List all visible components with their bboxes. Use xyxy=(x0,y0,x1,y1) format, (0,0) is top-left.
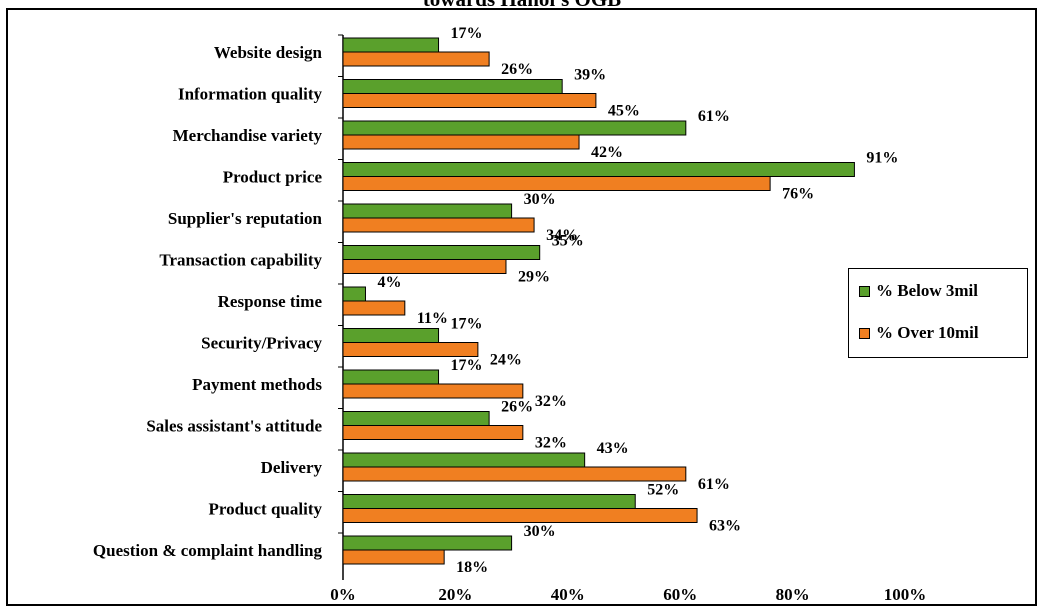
data-label-over-10mil: 61% xyxy=(698,476,730,493)
x-tick-label: 20% xyxy=(438,585,472,604)
category-label: Security/Privacy xyxy=(201,334,322,353)
data-label-below-3mil: 30% xyxy=(524,523,556,540)
x-tick-label: 0% xyxy=(330,585,356,604)
x-tick-label: 60% xyxy=(663,585,697,604)
data-label-below-3mil: 26% xyxy=(501,399,533,416)
category-label: Information quality xyxy=(178,85,323,104)
bar-below-3mil xyxy=(342,37,440,53)
data-label-over-10mil: 32% xyxy=(535,393,567,410)
data-label-below-3mil: 91% xyxy=(866,150,898,167)
bar-over-10mil xyxy=(342,134,580,150)
data-label-over-10mil: 26% xyxy=(501,61,533,78)
bar-below-3mil xyxy=(342,286,366,302)
data-label-over-10mil: 24% xyxy=(490,352,522,369)
data-label-below-3mil: 39% xyxy=(574,67,606,84)
bar-below-3mil xyxy=(342,120,687,136)
category-label: Sales assistant's attitude xyxy=(146,417,322,436)
bar-over-10mil xyxy=(342,342,479,357)
bar-below-3mil xyxy=(342,535,513,551)
category-label: Question & complaint handling xyxy=(93,541,323,560)
bar-over-10mil xyxy=(342,176,771,191)
bar-over-10mil xyxy=(342,383,524,399)
x-tick-label: 40% xyxy=(551,585,585,604)
legend-item-series-2: % Over 10mil xyxy=(859,323,979,343)
bar-below-3mil xyxy=(342,494,636,509)
data-label-below-3mil: 17% xyxy=(451,25,483,42)
bar-below-3mil xyxy=(342,369,440,385)
bar-below-3mil xyxy=(342,411,490,426)
bar-over-10mil xyxy=(342,300,406,316)
bar-below-3mil xyxy=(342,245,541,260)
chart-title-area: towards Hanoi's OGB xyxy=(0,0,1044,8)
chart-legend: % Below 3mil % Over 10mil xyxy=(848,268,1028,358)
bar-below-3mil xyxy=(342,79,563,94)
data-label-over-10mil: 63% xyxy=(709,518,741,535)
data-label-over-10mil: 18% xyxy=(456,559,488,576)
chart-frame xyxy=(6,8,1037,606)
bar-over-10mil xyxy=(342,549,445,565)
legend-swatch-series-1 xyxy=(859,285,870,297)
category-label: Delivery xyxy=(261,458,323,477)
bar-over-10mil xyxy=(342,425,524,440)
bar-below-3mil xyxy=(342,328,440,343)
category-label: Response time xyxy=(218,292,323,311)
legend-item-series-1: % Below 3mil xyxy=(859,281,978,301)
legend-label-series-2: % Over 10mil xyxy=(876,323,979,342)
x-tick-label: 100% xyxy=(884,585,927,604)
data-label-over-10mil: 29% xyxy=(518,269,550,286)
data-label-over-10mil: 76% xyxy=(782,186,814,203)
category-label: Supplier's reputation xyxy=(168,209,323,228)
bar-over-10mil xyxy=(342,93,597,108)
data-label-below-3mil: 30% xyxy=(524,191,556,208)
category-label: Product price xyxy=(223,168,323,187)
data-label-over-10mil: 34% xyxy=(546,227,578,244)
bar-below-3mil xyxy=(342,162,855,177)
bar-below-3mil xyxy=(342,452,586,468)
chart-title: towards Hanoi's OGB xyxy=(0,0,1044,8)
bar-below-3mil xyxy=(342,203,513,219)
legend-label-series-1: % Below 3mil xyxy=(876,281,978,300)
bar-over-10mil xyxy=(342,217,535,233)
data-label-over-10mil: 42% xyxy=(591,144,623,161)
category-label: Product quality xyxy=(208,500,322,519)
data-label-below-3mil: 17% xyxy=(451,357,483,374)
data-label-below-3mil: 35% xyxy=(552,233,584,250)
data-label-below-3mil: 4% xyxy=(377,274,401,291)
data-label-below-3mil: 43% xyxy=(597,440,629,457)
bar-over-10mil xyxy=(342,466,687,482)
bar-over-10mil xyxy=(342,51,490,67)
category-label: Transaction capability xyxy=(159,251,322,270)
category-label: Payment methods xyxy=(192,375,322,394)
bar-over-10mil xyxy=(342,259,507,274)
category-label: Website design xyxy=(214,43,323,62)
data-label-below-3mil: 52% xyxy=(647,482,679,499)
legend-swatch-series-2 xyxy=(859,327,870,339)
data-label-below-3mil: 17% xyxy=(451,316,483,333)
bar-over-10mil xyxy=(342,508,698,523)
category-label: Merchandise variety xyxy=(173,126,323,145)
data-label-over-10mil: 32% xyxy=(535,435,567,452)
data-label-over-10mil: 11% xyxy=(417,310,448,327)
data-label-over-10mil: 45% xyxy=(608,103,640,120)
data-label-below-3mil: 61% xyxy=(698,108,730,125)
x-tick-label: 80% xyxy=(776,585,810,604)
